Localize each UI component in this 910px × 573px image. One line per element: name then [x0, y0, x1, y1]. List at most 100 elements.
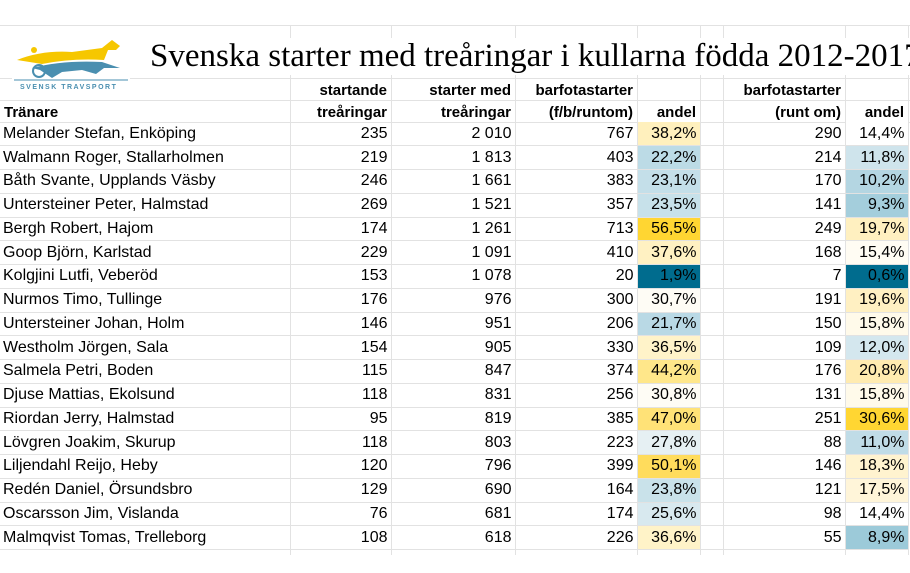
cell-gap[interactable]: [700, 217, 724, 242]
cell-barefoot-all[interactable]: 121: [723, 478, 846, 503]
cell-barefoot-all[interactable]: 150: [723, 312, 846, 337]
cell-barefoot-all[interactable]: 176: [723, 359, 846, 384]
cell-trainer[interactable]: Untersteiner Peter, Halmstad: [0, 193, 291, 218]
cell-starting[interactable]: 118: [290, 430, 392, 455]
cell-share[interactable]: 23,8%: [637, 478, 701, 503]
cell-starts[interactable]: 1 091: [391, 240, 516, 265]
cell-share-all[interactable]: 0,6%: [845, 264, 909, 289]
cell-starts[interactable]: 690: [391, 478, 516, 503]
cell-share-all[interactable]: 20,8%: [845, 359, 909, 384]
cell-share-all[interactable]: 18,3%: [845, 454, 909, 479]
cell-barefoot-all[interactable]: 251: [723, 407, 846, 432]
cell-starts[interactable]: 976: [391, 288, 516, 313]
cell-starting[interactable]: 235: [290, 122, 392, 147]
cell-barefoot[interactable]: 256: [515, 383, 638, 408]
cell-share[interactable]: 44,2%: [637, 359, 701, 384]
cell-gap[interactable]: [700, 335, 724, 360]
cell-share-all[interactable]: 17,5%: [845, 478, 909, 503]
cell-barefoot[interactable]: 374: [515, 359, 638, 384]
cell-trainer[interactable]: Liljendahl Reijo, Heby: [0, 454, 291, 479]
cell-share-all[interactable]: 12,0%: [845, 335, 909, 360]
cell-starting[interactable]: 118: [290, 383, 392, 408]
cell-gap[interactable]: [700, 454, 724, 479]
cell-trainer[interactable]: Djuse Mattias, Ekolsund: [0, 383, 291, 408]
cell-trainer[interactable]: Goop Björn, Karlstad: [0, 240, 291, 265]
cell-share[interactable]: 37,6%: [637, 240, 701, 265]
cell-trainer[interactable]: Melander Stefan, Enköping: [0, 122, 291, 147]
cell-barefoot[interactable]: 206: [515, 312, 638, 337]
cell-starting[interactable]: 229: [290, 240, 392, 265]
cell-share-all[interactable]: 15,4%: [845, 240, 909, 265]
cell-share-all[interactable]: 11,0%: [845, 430, 909, 455]
cell-share-all[interactable]: 15,8%: [845, 312, 909, 337]
cell-barefoot-all[interactable]: 98: [723, 502, 846, 527]
cell-starting[interactable]: 146: [290, 312, 392, 337]
cell-trainer[interactable]: Kolgjini Lutfi, Veberöd: [0, 264, 291, 289]
cell-starting[interactable]: 153: [290, 264, 392, 289]
cell-starts[interactable]: 819: [391, 407, 516, 432]
cell-gap[interactable]: [700, 502, 724, 527]
cell-trainer[interactable]: Riordan Jerry, Halmstad: [0, 407, 291, 432]
cell-gap[interactable]: [700, 383, 724, 408]
cell-gap[interactable]: [700, 169, 724, 194]
cell-barefoot-all[interactable]: 131: [723, 383, 846, 408]
cell-trainer[interactable]: Salmela Petri, Boden: [0, 359, 291, 384]
cell-starting[interactable]: 129: [290, 478, 392, 503]
cell-gap[interactable]: [700, 193, 724, 218]
cell-gap[interactable]: [700, 264, 724, 289]
cell-share-all[interactable]: 10,2%: [845, 169, 909, 194]
cell-barefoot[interactable]: 174: [515, 502, 638, 527]
cell-gap[interactable]: [700, 407, 724, 432]
cell-barefoot-all[interactable]: 88: [723, 430, 846, 455]
cell-share[interactable]: 38,2%: [637, 122, 701, 147]
cell-barefoot[interactable]: 410: [515, 240, 638, 265]
cell-gap[interactable]: [700, 525, 724, 550]
cell-share[interactable]: 21,7%: [637, 312, 701, 337]
cell-barefoot[interactable]: 713: [515, 217, 638, 242]
cell-barefoot[interactable]: 357: [515, 193, 638, 218]
cell-trainer[interactable]: Walmann Roger, Stallarholmen: [0, 145, 291, 170]
cell-barefoot-all[interactable]: 109: [723, 335, 846, 360]
cell-barefoot-all[interactable]: 191: [723, 288, 846, 313]
cell-share[interactable]: 30,7%: [637, 288, 701, 313]
cell-gap[interactable]: [700, 312, 724, 337]
cell-share[interactable]: 56,5%: [637, 217, 701, 242]
cell-starts[interactable]: 951: [391, 312, 516, 337]
cell-starts[interactable]: 847: [391, 359, 516, 384]
cell-starts[interactable]: 796: [391, 454, 516, 479]
cell-gap[interactable]: [700, 359, 724, 384]
cell-barefoot-all[interactable]: 146: [723, 454, 846, 479]
cell-share[interactable]: 1,9%: [637, 264, 701, 289]
cell-starts[interactable]: 803: [391, 430, 516, 455]
cell-barefoot[interactable]: 300: [515, 288, 638, 313]
cell-trainer[interactable]: Nurmos Timo, Tullinge: [0, 288, 291, 313]
cell-barefoot-all[interactable]: 214: [723, 145, 846, 170]
cell-barefoot-all[interactable]: 168: [723, 240, 846, 265]
cell-share[interactable]: 27,8%: [637, 430, 701, 455]
cell-share-all[interactable]: 11,8%: [845, 145, 909, 170]
cell-barefoot-all[interactable]: 249: [723, 217, 846, 242]
cell-barefoot[interactable]: 330: [515, 335, 638, 360]
cell-share[interactable]: 36,5%: [637, 335, 701, 360]
cell-barefoot[interactable]: 226: [515, 525, 638, 550]
cell-barefoot[interactable]: 399: [515, 454, 638, 479]
cell-barefoot-all[interactable]: 290: [723, 122, 846, 147]
cell-gap[interactable]: [700, 145, 724, 170]
cell-gap[interactable]: [700, 430, 724, 455]
cell-share[interactable]: 47,0%: [637, 407, 701, 432]
cell-share-all[interactable]: 19,7%: [845, 217, 909, 242]
cell-share[interactable]: 30,8%: [637, 383, 701, 408]
cell-trainer[interactable]: Redén Daniel, Örsundsbro: [0, 478, 291, 503]
cell-starts[interactable]: 1 813: [391, 145, 516, 170]
cell-barefoot[interactable]: 767: [515, 122, 638, 147]
cell-barefoot[interactable]: 223: [515, 430, 638, 455]
cell-starts[interactable]: 681: [391, 502, 516, 527]
cell-trainer[interactable]: Lövgren Joakim, Skurup: [0, 430, 291, 455]
cell-starting[interactable]: 174: [290, 217, 392, 242]
cell-share-all[interactable]: 14,4%: [845, 502, 909, 527]
cell-barefoot-all[interactable]: 170: [723, 169, 846, 194]
cell-starts[interactable]: 2 010: [391, 122, 516, 147]
cell-barefoot[interactable]: 383: [515, 169, 638, 194]
cell-barefoot[interactable]: 164: [515, 478, 638, 503]
cell-starting[interactable]: 246: [290, 169, 392, 194]
